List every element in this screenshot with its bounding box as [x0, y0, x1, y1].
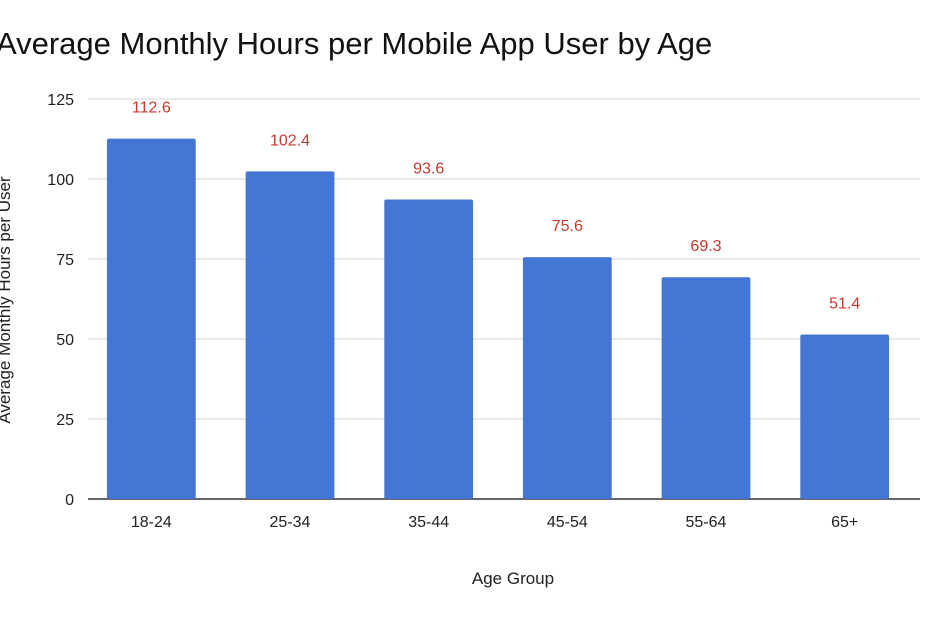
chart-title: Average Monthly Hours per Mobile App Use…	[0, 26, 713, 61]
x-axis-title: Age Group	[472, 569, 554, 588]
y-axis-title: Average Monthly Hours per User	[0, 176, 14, 424]
gridlines	[88, 98, 920, 500]
bars	[106, 138, 890, 500]
bar-45-54	[522, 257, 612, 499]
data-labels: 112.6 102.4 93.6 75.6 69.3 51.4	[132, 100, 860, 313]
y-tick-label: 25	[56, 412, 74, 429]
x-tick-label: 55-64	[686, 514, 727, 531]
data-label: 69.3	[690, 238, 721, 255]
y-tick-label: 100	[47, 172, 74, 189]
y-axis-ticks: 0 25 50 75 100 125	[47, 92, 74, 509]
data-label: 75.6	[552, 218, 583, 235]
x-tick-label: 18-24	[131, 514, 172, 531]
bar-55-64	[661, 277, 751, 499]
x-tick-label: 45-54	[547, 514, 588, 531]
bar-25-34	[245, 171, 335, 499]
x-tick-label: 65+	[831, 514, 858, 531]
data-label: 102.4	[270, 132, 310, 149]
x-tick-label: 25-34	[270, 514, 311, 531]
y-tick-label: 75	[56, 252, 74, 269]
x-axis-ticks: 18-24 25-34 35-44 45-54 55-64 65+	[131, 514, 858, 531]
bar-35-44	[384, 199, 474, 500]
y-tick-label: 0	[65, 492, 74, 509]
data-label: 93.6	[413, 160, 444, 177]
y-tick-label: 125	[47, 92, 74, 109]
bar-18-24	[106, 138, 196, 499]
y-tick-label: 50	[56, 332, 74, 349]
data-label: 112.6	[132, 100, 171, 117]
data-label: 51.4	[829, 296, 860, 313]
x-tick-label: 35-44	[408, 514, 449, 531]
bar-65+	[800, 334, 890, 499]
